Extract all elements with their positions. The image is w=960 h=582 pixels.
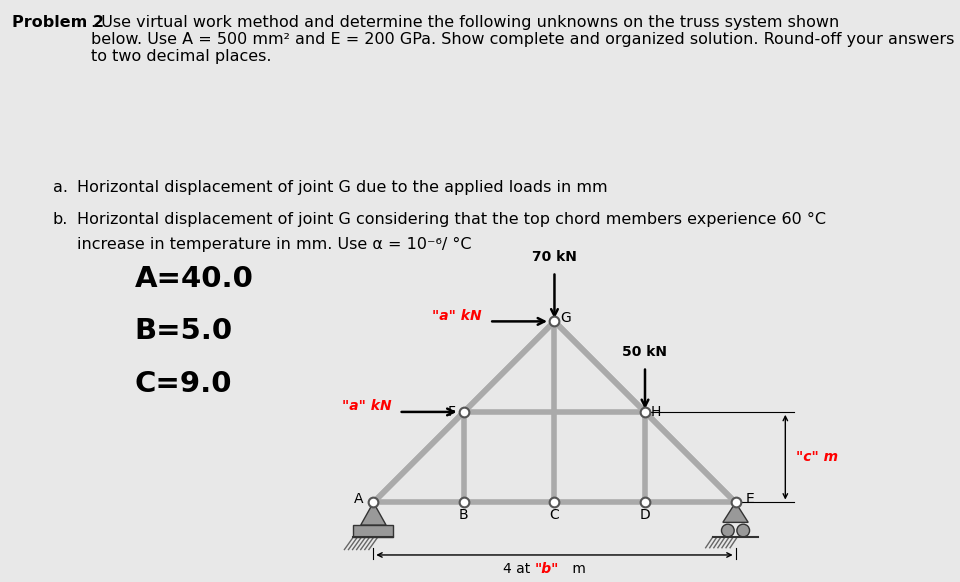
- Text: . Use virtual work method and determine the following unknowns on the truss syst: . Use virtual work method and determine …: [91, 15, 954, 65]
- Text: increase in temperature in mm. Use α = 10⁻⁶/ °C: increase in temperature in mm. Use α = 1…: [77, 237, 471, 253]
- Text: "b": "b": [535, 562, 559, 576]
- Text: "a" kN: "a" kN: [432, 309, 482, 323]
- Circle shape: [722, 524, 734, 537]
- Text: 50 kN: 50 kN: [622, 346, 667, 360]
- Text: "c" m: "c" m: [796, 450, 838, 464]
- Text: F: F: [447, 405, 455, 419]
- Text: 70 kN: 70 kN: [532, 250, 577, 264]
- Text: C=9.0: C=9.0: [134, 370, 232, 398]
- Text: G: G: [560, 311, 570, 325]
- Circle shape: [737, 524, 750, 537]
- Text: a.: a.: [53, 180, 68, 196]
- Text: B: B: [459, 508, 468, 522]
- Text: 4 at: 4 at: [503, 562, 535, 576]
- Polygon shape: [723, 502, 748, 523]
- Polygon shape: [361, 502, 386, 525]
- Text: A: A: [354, 492, 364, 506]
- Text: C: C: [549, 508, 560, 522]
- Polygon shape: [353, 525, 394, 537]
- Text: E: E: [746, 492, 755, 506]
- Text: Problem 2: Problem 2: [12, 15, 104, 30]
- Text: Horizontal displacement of joint G due to the applied loads in mm: Horizontal displacement of joint G due t…: [77, 180, 608, 196]
- Text: D: D: [639, 508, 650, 522]
- Text: B=5.0: B=5.0: [134, 317, 232, 345]
- Text: b.: b.: [53, 212, 68, 228]
- Text: m: m: [568, 562, 586, 576]
- Text: Horizontal displacement of joint G considering that the top chord members experi: Horizontal displacement of joint G consi…: [77, 212, 826, 228]
- Text: A=40.0: A=40.0: [134, 265, 253, 293]
- Text: "a" kN: "a" kN: [342, 399, 392, 413]
- Text: H: H: [651, 405, 661, 419]
